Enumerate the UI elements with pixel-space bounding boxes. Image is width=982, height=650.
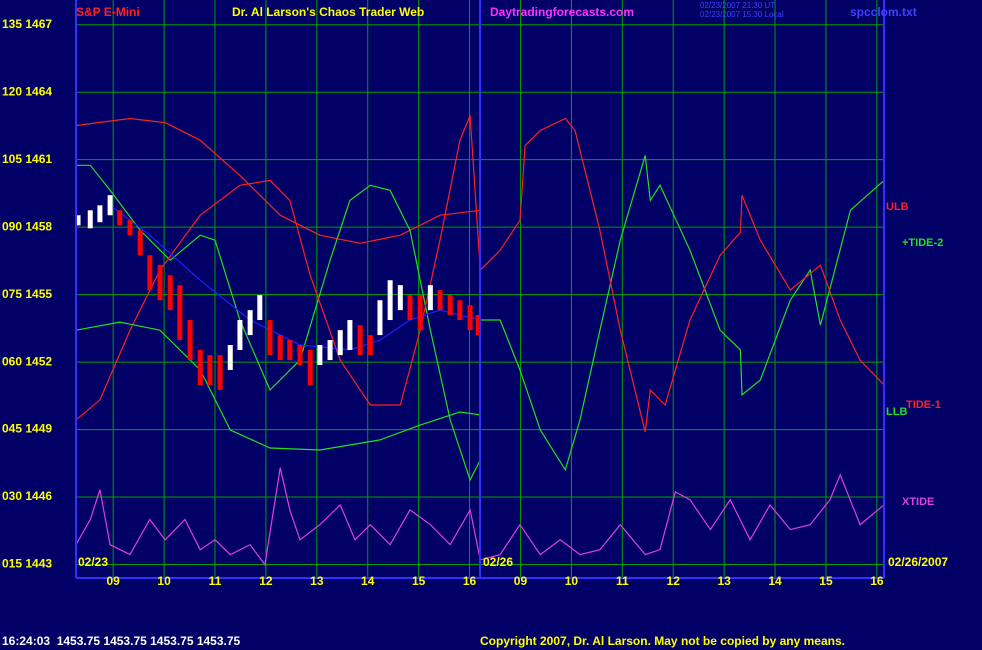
price-bar — [87, 210, 93, 229]
price-bar — [447, 295, 453, 316]
price-bar — [127, 220, 133, 236]
series-line — [109, 204, 481, 351]
price-bar — [277, 335, 283, 361]
x-tick-label: 15 — [412, 574, 426, 588]
price-bar — [97, 205, 103, 223]
x-tick-label: 16 — [870, 574, 884, 588]
price-bar — [387, 280, 393, 321]
price-bar — [257, 295, 263, 321]
x-tick-label: 16 — [463, 574, 477, 588]
price-bar — [357, 325, 363, 356]
price-bar — [207, 355, 213, 386]
series-line — [75, 115, 885, 433]
end-date: 02/26/2007 — [888, 555, 948, 569]
price-bar — [297, 345, 303, 366]
price-bar — [177, 285, 183, 341]
price-bar — [367, 335, 373, 356]
x-tick-label: 12 — [259, 574, 273, 588]
price-bar — [167, 275, 173, 311]
price-bar — [237, 320, 243, 350]
x-tick-label: 11 — [209, 574, 222, 588]
x-tick-label: 14 — [768, 574, 782, 588]
legend-label: TIDE-1 — [906, 399, 941, 411]
price-bar — [327, 340, 333, 361]
price-bar — [467, 305, 473, 331]
legend-label: LLB — [886, 406, 907, 418]
legend-label: ULB — [886, 201, 909, 213]
y-tick-label: 015 1443 — [2, 557, 52, 571]
site: Daytradingforecasts.com — [490, 5, 634, 19]
x-tick-label: 10 — [565, 574, 579, 588]
x-tick-label: 15 — [819, 574, 833, 588]
y-tick-label: 135 1467 — [2, 17, 52, 31]
status: 16:24:03 1453.75 1453.75 1453.75 1453.75 — [2, 634, 241, 648]
x-tick-label: 12 — [667, 574, 681, 588]
price-bar — [347, 320, 353, 350]
x-tick-label: 13 — [310, 574, 324, 588]
timestamp-ut: 02/23/2007 21:30 UT — [700, 1, 775, 10]
price-bar — [337, 330, 343, 356]
price-bar — [107, 195, 113, 216]
y-tick-label: 030 1446 — [2, 489, 52, 503]
price-bar — [427, 285, 433, 311]
price-bar — [117, 210, 123, 226]
x-tick-label: 09 — [106, 574, 120, 588]
y-tick-label: 060 1452 — [2, 354, 52, 368]
price-bar — [267, 320, 273, 356]
y-tick-label: 090 1458 — [2, 219, 52, 233]
price-bar — [197, 349, 203, 386]
x-tick-label: 10 — [157, 574, 171, 588]
price-bar — [457, 300, 463, 321]
price-bar — [317, 345, 323, 366]
price-bar — [377, 300, 383, 336]
price-bar — [437, 290, 443, 311]
price-bar — [397, 285, 403, 311]
price-bar — [407, 295, 413, 321]
price-bar — [187, 320, 193, 361]
marks — [75, 115, 885, 567]
series-line — [76, 155, 885, 482]
series-line — [75, 117, 481, 244]
price-bar — [417, 295, 423, 331]
session2-date: 02/26 — [483, 555, 513, 569]
y-tick-label: 105 1461 — [2, 152, 52, 166]
instrument: S&P E-Mini — [76, 5, 140, 19]
start-date: 02/23 — [78, 555, 108, 569]
price-bar — [287, 340, 293, 361]
price-bar — [307, 349, 313, 386]
legend-label: +TIDE-2 — [902, 237, 943, 249]
series-line — [75, 467, 885, 567]
price-bar — [475, 315, 481, 336]
x-tick-label: 11 — [616, 574, 629, 588]
price-bar — [75, 215, 81, 226]
y-tick-label: 045 1449 — [2, 422, 52, 436]
series-line — [75, 321, 481, 451]
price-bar — [157, 265, 163, 301]
price-bar — [227, 345, 233, 370]
x-tick-label: 09 — [514, 574, 528, 588]
x-tick-label: 14 — [361, 574, 375, 588]
chart-title: Dr. Al Larson's Chaos Trader Web — [232, 5, 424, 19]
timestamp-local: 02/23/2007 15:30 Local — [700, 10, 784, 19]
price-bar — [217, 355, 223, 390]
x-tick-label: 13 — [717, 574, 731, 588]
price-bar — [137, 230, 143, 256]
copyright: Copyright 2007, Dr. Al Larson. May not b… — [480, 634, 845, 648]
y-tick-label: 075 1455 — [2, 287, 52, 301]
legend-label: XTIDE — [902, 496, 934, 508]
y-tick-label: 120 1464 — [2, 84, 52, 98]
file-name: spcclom.txt — [850, 5, 917, 19]
price-bar — [247, 310, 253, 336]
price-bar — [147, 255, 153, 291]
